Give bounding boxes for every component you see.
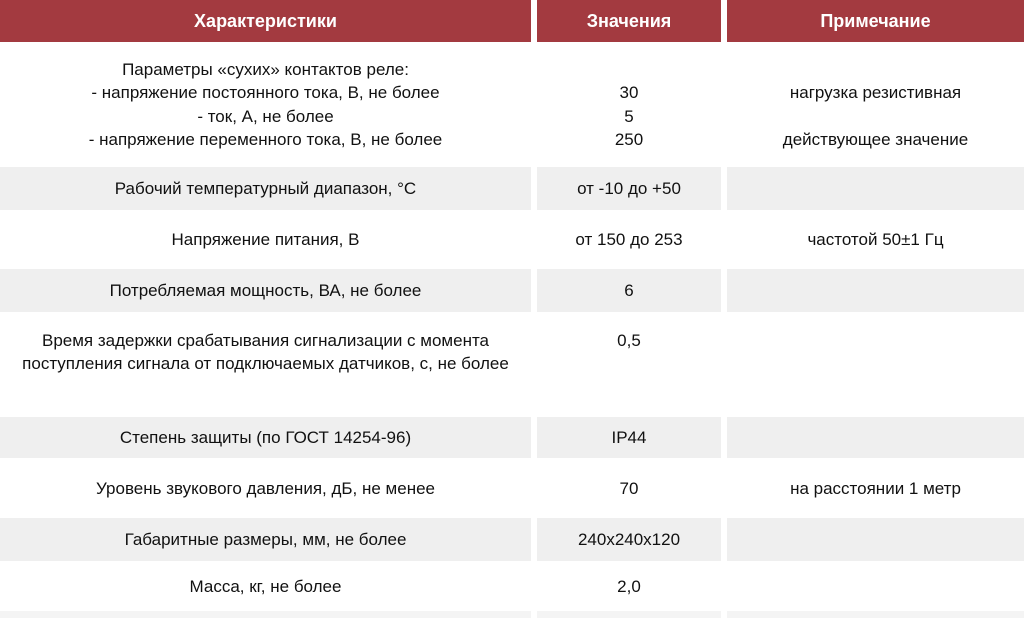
characteristic-cell: Время задержки срабатывания сигнализации… [0,315,531,414]
value-cell: 70 [537,461,721,515]
value-cell: 6 [537,269,721,312]
table-row-supply-voltage: Напряжение питания, В от 150 до 253 част… [0,213,1024,266]
value-line: 250 [614,129,644,149]
value-cell: 240x240x120 [537,518,721,561]
value-cell [537,611,721,618]
note-cell: нагрузка резистивная действующее значени… [727,45,1024,164]
characteristic-text: Время задержки срабатывания сигнализации… [22,331,509,373]
table-row-dimensions: Габаритные размеры, мм, не более 240x240… [0,518,1024,561]
characteristic-cell: Параметры «сухих» контактов реле: - напр… [0,45,531,164]
note-line: нагрузка резистивная [789,83,962,103]
characteristic-line: - напряжение переменного тока, В, не бол… [88,129,443,149]
table-row-mass: Масса, кг, не более 2,0 [0,564,1024,608]
note-cell [727,417,1024,458]
value-cell: IP44 [537,417,721,458]
note-cell: на расстоянии 1 метр [727,461,1024,515]
value-line: 5 [624,106,634,126]
table-row-sound-pressure: Уровень звукового давления, дБ, не менее… [0,461,1024,515]
characteristic-cell: Масса, кг, не более [0,564,531,608]
note-cell [727,518,1024,561]
characteristic-cell: Степень защиты (по ГОСТ 14254-96) [0,417,531,458]
note-cell: частотой 50±1 Гц [727,213,1024,266]
characteristic-line: Параметры «сухих» контактов реле: [122,59,409,79]
table-row-power-consumption: Потребляемая мощность, ВА, не более 6 [0,269,1024,312]
value-cell: от 150 до 253 [537,213,721,266]
table-row-relay-contacts: Параметры «сухих» контактов реле: - напр… [0,45,1024,164]
note-line: действующее значение [782,129,969,149]
table-row-protection-degree: Степень защиты (по ГОСТ 14254-96) IP44 [0,417,1024,458]
characteristic-line: - напряжение постоянного тока, В, не бол… [91,83,440,103]
characteristic-cell: Потребляемая мощность, ВА, не более [0,269,531,312]
characteristic-cell: Габаритные размеры, мм, не более [0,518,531,561]
value-cell: 2,0 [537,564,721,608]
value-cell: 0,5 [537,315,721,414]
value-cell: от -10 до +50 [537,167,721,210]
note-cell [727,611,1024,618]
characteristic-cell [0,611,531,618]
header-cell-values: Значения [537,0,721,42]
value-cell: 30 5 250 [537,45,721,164]
value-line [537,58,721,81]
note-cell [727,564,1024,608]
header-cell-characteristics: Характеристики [0,0,531,42]
table-row-temperature-range: Рабочий температурный диапазон, °С от -1… [0,167,1024,210]
table-header-row: Характеристики Значения Примечание [0,0,1024,42]
header-cell-note: Примечание [727,0,1024,42]
note-cell [727,167,1024,210]
value-line: 30 [619,83,639,103]
characteristic-cell: Напряжение питания, В [0,213,531,266]
note-cell [727,315,1024,414]
note-line [727,105,1024,128]
characteristic-line: - ток, А, не более [197,106,334,126]
table-row-alarm-delay: Время задержки срабатывания сигнализации… [0,315,1024,414]
note-line [727,58,1024,81]
table-row-cropped-continuation [0,611,1024,618]
characteristic-cell: Рабочий температурный диапазон, °С [0,167,531,210]
note-cell [727,269,1024,312]
characteristic-cell: Уровень звукового давления, дБ, не менее [0,461,531,515]
